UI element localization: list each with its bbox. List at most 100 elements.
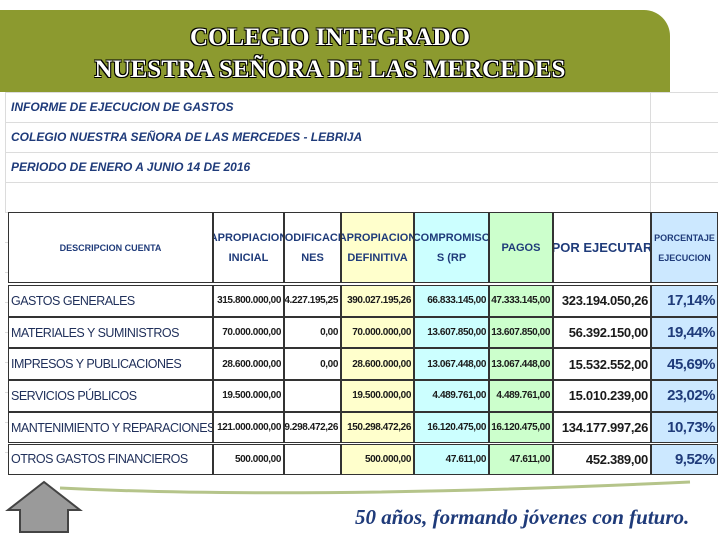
table-cell: 19.500.000,00 bbox=[213, 380, 284, 412]
cell-text: 13.607.850,00 bbox=[491, 327, 550, 339]
cell-text: 19.500.000,00 bbox=[222, 390, 281, 402]
cell-text: 0,00 bbox=[320, 358, 338, 370]
table-cell: 4.489.761,00 bbox=[414, 380, 489, 412]
table-cell: 15.010.239,00 bbox=[553, 380, 651, 412]
header-text: APROPIACION bbox=[341, 231, 414, 244]
table-cell: 28.600.000,00 bbox=[341, 348, 414, 381]
table-cell: 70.000.000,00 bbox=[341, 316, 414, 349]
cell-text: 4.489.761,00 bbox=[432, 390, 486, 402]
cell-text: SERVICIOS PÚBLICOS bbox=[11, 388, 137, 403]
header-text: COMPROMISO bbox=[414, 231, 489, 244]
table-cell: 47.611,00 bbox=[489, 443, 553, 476]
cell-text: 28.600.000,00 bbox=[222, 358, 281, 370]
cell-text: MATERIALES Y SUMINISTROS bbox=[11, 325, 179, 340]
table-cell: 13.607.850,00 bbox=[414, 316, 489, 349]
sheet-line: PERIODO DE ENERO A JUNIO 14 DE 2016 bbox=[11, 160, 251, 174]
table-cell: 121.000.000,00 bbox=[213, 411, 284, 444]
table-cell: 19.500.000,00 bbox=[341, 380, 414, 412]
table-cell: MANTENIMIENTO Y REPARACIONES bbox=[8, 411, 213, 444]
cell-text: 47.611,00 bbox=[445, 453, 487, 465]
cell-text: 13.067.448,00 bbox=[491, 358, 550, 370]
cell-text: IMPRESOS Y PUBLICACIONES bbox=[11, 357, 182, 372]
table-cell: GASTOS GENERALES bbox=[8, 285, 213, 317]
cell-text: 390.027.195,26 bbox=[347, 295, 411, 307]
table-cell: 390.027.195,26 bbox=[341, 285, 414, 317]
table-cell: 66.833.145,00 bbox=[414, 285, 489, 317]
header-text: APROPIACION bbox=[213, 231, 284, 244]
table-cell: 23,02% bbox=[651, 380, 718, 412]
table-cell bbox=[284, 443, 341, 476]
table-cell: 16.120.475,00 bbox=[414, 411, 489, 444]
table-cell: 315.800.000,00 bbox=[213, 285, 284, 317]
table-cell: 28.600.000,00 bbox=[213, 348, 284, 381]
header-text: MODIFICACIO bbox=[284, 231, 341, 244]
cell-text: 74.227.195,25 bbox=[284, 295, 338, 307]
cell-text: 500.000,00 bbox=[234, 453, 281, 465]
table-cell: 323.194.050,26 bbox=[553, 285, 651, 317]
header-text: PAGOS bbox=[501, 241, 541, 254]
cell-text: 15.010.239,00 bbox=[568, 388, 649, 404]
header-text: POR EJECUTAR bbox=[553, 239, 651, 255]
cell-text: 16.120.475,00 bbox=[427, 422, 486, 434]
table-cell: 13.607.850,00 bbox=[489, 316, 553, 349]
title-banner: COLEGIO INTEGRADO NUESTRA SEÑORA DE LAS … bbox=[0, 10, 670, 92]
cell-text: 47.333.145,00 bbox=[491, 295, 550, 307]
home-arrow[interactable] bbox=[5, 480, 83, 533]
cell-text: 70.000.000,00 bbox=[352, 327, 411, 339]
cell-text: 45,69% bbox=[667, 355, 715, 373]
cell-text: 452.389,00 bbox=[585, 451, 648, 467]
table-cell: 74.227.195,25 bbox=[284, 285, 341, 317]
cell-text: 323.194.050,26 bbox=[561, 293, 648, 309]
table-cell: 150.298.472,26 bbox=[341, 411, 414, 444]
cell-text: 315.800.000,00 bbox=[217, 295, 281, 307]
cell-text: 15.532.552,00 bbox=[568, 356, 649, 372]
table-cell: 15.532.552,00 bbox=[553, 348, 651, 381]
header-text: DEFINITIVA bbox=[347, 251, 408, 264]
table-cell: 452.389,00 bbox=[553, 443, 651, 476]
cell-text: 66.833.145,00 bbox=[427, 295, 486, 307]
column-header: DESCRIPCION CUENTA bbox=[8, 212, 213, 283]
cell-text: 500.000,00 bbox=[364, 453, 411, 465]
cell-text: 9,52% bbox=[674, 450, 716, 468]
table-cell: 9,52% bbox=[651, 443, 718, 476]
grid-line bbox=[5, 152, 718, 153]
title-line: NUESTRA SEÑORA DE LAS MERCEDES bbox=[94, 56, 566, 83]
table-cell: MATERIALES Y SUMINISTROS bbox=[8, 316, 213, 349]
header-text: DESCRIPCION CUENTA bbox=[59, 242, 162, 253]
cell-text: 16.120.475,00 bbox=[491, 422, 550, 434]
cell-text: 19,44% bbox=[667, 324, 715, 342]
cell-text: MANTENIMIENTO Y REPARACIONES bbox=[11, 420, 213, 435]
table-cell: 13.067.448,00 bbox=[489, 348, 553, 381]
cell-text: 29.298.472,26 bbox=[284, 422, 338, 434]
cell-text: 13.607.850,00 bbox=[427, 327, 486, 339]
table-cell bbox=[284, 380, 341, 412]
table-cell: IMPRESOS Y PUBLICACIONES bbox=[8, 348, 213, 381]
table-cell: 47.333.145,00 bbox=[489, 285, 553, 317]
table-cell: 13.067.448,00 bbox=[414, 348, 489, 381]
cell-text: GASTOS GENERALES bbox=[11, 293, 135, 308]
table-cell: 19,44% bbox=[651, 316, 718, 349]
cell-text: 19.500.000,00 bbox=[352, 390, 411, 402]
cell-text: 150.298.472,26 bbox=[347, 422, 411, 434]
table-cell: 0,00 bbox=[284, 348, 341, 381]
cell-text: 4.489.761,00 bbox=[496, 390, 550, 402]
cell-text: 121.000.000,00 bbox=[217, 422, 281, 434]
table-cell: 56.392.150,00 bbox=[553, 316, 651, 349]
column-header: POR EJECUTAR bbox=[553, 212, 651, 283]
title-line: COLEGIO INTEGRADO bbox=[190, 24, 470, 51]
decoration bbox=[5, 480, 691, 533]
cell-text: 10,73% bbox=[667, 419, 715, 437]
sheet-line: INFORME DE EJECUCION DE GASTOS bbox=[11, 100, 234, 114]
column-header: COMPROMISO S (RP bbox=[414, 212, 489, 283]
cell-text: 134.177.997,26 bbox=[561, 420, 648, 436]
grid-line bbox=[5, 92, 718, 93]
cell-text: 47.611,00 bbox=[509, 453, 551, 465]
table-cell: 10,73% bbox=[651, 411, 718, 444]
column-header: PAGOS bbox=[489, 212, 553, 283]
column-header: MODIFICACIO NES bbox=[284, 212, 341, 283]
table-cell: SERVICIOS PÚBLICOS bbox=[8, 380, 213, 412]
cell-text: OTROS GASTOS FINANCIEROS bbox=[11, 452, 188, 467]
table-cell: 16.120.475,00 bbox=[489, 411, 553, 444]
table-cell: OTROS GASTOS FINANCIEROS bbox=[8, 443, 213, 476]
